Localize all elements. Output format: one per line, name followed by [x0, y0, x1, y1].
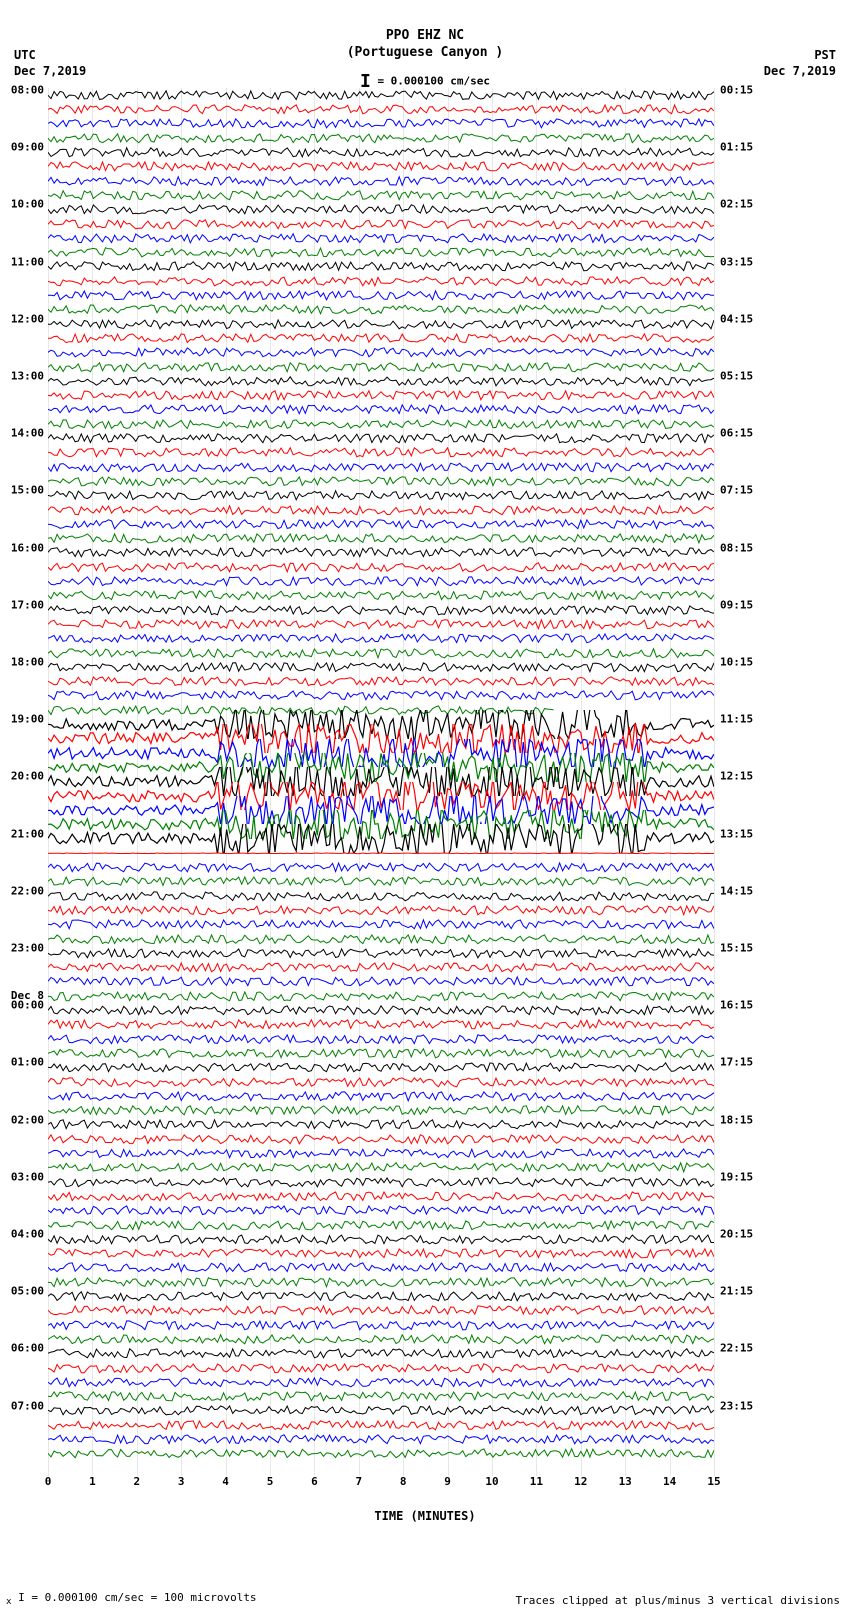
x-tick: 11 [530, 1475, 543, 1488]
utc-time-label: 20:00 [11, 770, 44, 783]
utc-time-label: 05:00 [11, 1285, 44, 1298]
pst-time-label: 09:15 [720, 598, 753, 611]
x-tick: 9 [444, 1475, 451, 1488]
utc-date: Dec 7,2019 [14, 64, 86, 78]
utc-time-label: 21:00 [11, 827, 44, 840]
pst-time-label: 02:15 [720, 198, 753, 211]
pst-time-label: 08:15 [720, 541, 753, 554]
pst-time-label: 10:15 [720, 656, 753, 669]
pst-time-label: 14:15 [720, 884, 753, 897]
utc-time-label: 10:00 [11, 198, 44, 211]
x-tick: 5 [267, 1475, 274, 1488]
utc-time-label: 23:00 [11, 942, 44, 955]
utc-time-label: 01:00 [11, 1056, 44, 1069]
utc-time-label: 12:00 [11, 312, 44, 325]
seismogram-container: UTC Dec 7,2019 PST Dec 7,2019 PPO EHZ NC… [0, 0, 850, 1613]
utc-time-label: 18:00 [11, 656, 44, 669]
utc-time-label: 08:00 [11, 84, 44, 97]
utc-time-label: 15:00 [11, 484, 44, 497]
x-tick: 13 [619, 1475, 632, 1488]
footer-left: x I = 0.000100 cm/sec = 100 microvolts [6, 1591, 257, 1607]
pst-time-label: 03:15 [720, 255, 753, 268]
x-tick: 0 [45, 1475, 52, 1488]
station-location: (Portuguese Canyon ) [0, 45, 850, 62]
pst-date: Dec 7,2019 [764, 64, 836, 78]
pst-time-label: 20:15 [720, 1228, 753, 1241]
pst-label: PST [814, 48, 836, 62]
x-tick: 2 [133, 1475, 140, 1488]
pst-time-label: 23:15 [720, 1399, 753, 1412]
utc-time-label: 13:00 [11, 370, 44, 383]
utc-time-label: 06:00 [11, 1342, 44, 1355]
grid-line [714, 88, 715, 1476]
utc-time-label: 03:00 [11, 1170, 44, 1183]
header: PPO EHZ NC (Portuguese Canyon ) I = 0.00… [0, 0, 850, 93]
pst-corner: PST Dec 7,2019 [764, 48, 836, 79]
x-axis: 0123456789101112131415 [48, 1475, 714, 1503]
utc-time-label: 07:00 [11, 1399, 44, 1412]
utc-time-label: 02:00 [11, 1113, 44, 1126]
utc-time-label: 22:00 [11, 884, 44, 897]
utc-label: UTC [14, 48, 36, 62]
pst-time-label: 11:15 [720, 713, 753, 726]
pst-time-label: 18:15 [720, 1113, 753, 1126]
footer-right: Traces clipped at plus/minus 3 vertical … [515, 1594, 840, 1607]
x-tick: 10 [485, 1475, 498, 1488]
pst-time-label: 13:15 [720, 827, 753, 840]
pst-time-label: 16:15 [720, 999, 753, 1012]
pst-time-label: 17:15 [720, 1056, 753, 1069]
pst-time-label: 22:15 [720, 1342, 753, 1355]
x-tick: 4 [222, 1475, 229, 1488]
x-axis-label: TIME (MINUTES) [0, 1509, 850, 1523]
utc-time-label: 11:00 [11, 255, 44, 268]
utc-corner: UTC Dec 7,2019 [14, 48, 86, 79]
trace-row [48, 1439, 714, 1468]
plot-area [48, 88, 714, 1476]
pst-time-label: 07:15 [720, 484, 753, 497]
utc-time-label: 17:00 [11, 598, 44, 611]
pst-time-label: 01:15 [720, 141, 753, 154]
pst-time-label: 04:15 [720, 312, 753, 325]
utc-time-label: 04:00 [11, 1228, 44, 1241]
pst-time-label: 00:15 [720, 84, 753, 97]
utc-time-label: 16:00 [11, 541, 44, 554]
pst-time-label: 05:15 [720, 370, 753, 383]
x-tick: 1 [89, 1475, 96, 1488]
x-tick: 3 [178, 1475, 185, 1488]
x-tick: 12 [574, 1475, 587, 1488]
utc-time-label: 14:00 [11, 427, 44, 440]
station-code: PPO EHZ NC [0, 28, 850, 45]
x-tick: 6 [311, 1475, 318, 1488]
utc-time-label: 09:00 [11, 141, 44, 154]
x-tick: 7 [355, 1475, 362, 1488]
pst-time-label: 15:15 [720, 942, 753, 955]
pst-time-label: 21:15 [720, 1285, 753, 1298]
x-tick: 8 [400, 1475, 407, 1488]
pst-time-label: 19:15 [720, 1170, 753, 1183]
x-tick: 15 [707, 1475, 720, 1488]
x-tick: 14 [663, 1475, 676, 1488]
pst-time-label: 12:15 [720, 770, 753, 783]
day2-label: Dec 8 [11, 989, 44, 1002]
utc-time-label: 19:00 [11, 713, 44, 726]
pst-time-label: 06:15 [720, 427, 753, 440]
